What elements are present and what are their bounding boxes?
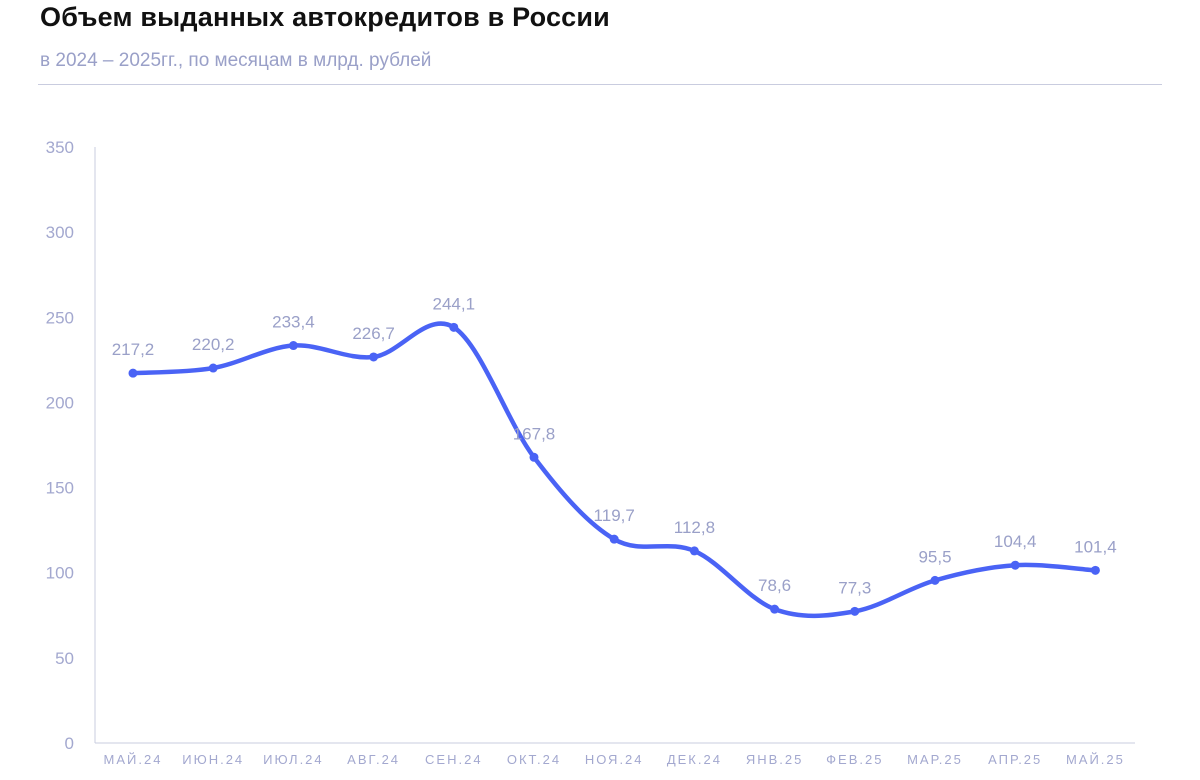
data-label: 77,3 xyxy=(838,578,871,597)
x-tick-label: МАЙ.24 xyxy=(104,752,163,767)
data-label: 226,7 xyxy=(352,324,395,343)
data-label: 112,8 xyxy=(674,518,715,537)
y-tick-label: 150 xyxy=(46,479,74,498)
y-tick-label: 300 xyxy=(46,223,74,242)
data-label: 95,5 xyxy=(918,547,951,566)
x-tick-label: НОЯ.24 xyxy=(585,752,644,767)
series-group xyxy=(128,321,1100,619)
data-point xyxy=(128,368,138,378)
x-tick-label: ОКТ.24 xyxy=(507,752,561,767)
data-labels: 217,2 220,2 233,4 226,7 244,1 167,8 119,7 112,8… xyxy=(112,294,1117,597)
y-tick-label: 100 xyxy=(46,564,74,583)
x-tick-label: МАЙ.25 xyxy=(1066,752,1125,767)
data-label: 104,4 xyxy=(994,532,1037,551)
y-axis-ticks: 0 50 100 150 200 250 300 350 xyxy=(46,138,74,753)
data-label: 78,6 xyxy=(758,576,791,595)
data-point xyxy=(1090,565,1100,575)
y-tick-label: 250 xyxy=(46,308,74,327)
x-tick-label: ИЮН.24 xyxy=(182,752,244,767)
data-label: 233,4 xyxy=(272,313,315,332)
data-label: 101,4 xyxy=(1074,537,1117,556)
data-label: 119,7 xyxy=(594,506,635,525)
data-point xyxy=(449,322,459,332)
data-point xyxy=(850,606,860,616)
chart-subtitle: в 2024 – 2025гг., по месяцам в млрд. руб… xyxy=(40,50,432,71)
data-label: 220,2 xyxy=(192,335,235,354)
x-tick-label: АВГ.24 xyxy=(347,752,400,767)
data-label: 167,8 xyxy=(513,424,556,443)
x-tick-label: СЕН.24 xyxy=(425,752,483,767)
x-tick-label: МАР.25 xyxy=(907,752,963,767)
x-tick-label: ДЕК.24 xyxy=(667,752,722,767)
data-point xyxy=(689,546,699,556)
header-divider xyxy=(38,84,1162,85)
x-tick-label: АПР.25 xyxy=(988,752,1042,767)
x-tick-label: ЯНВ.25 xyxy=(746,752,804,767)
y-tick-label: 0 xyxy=(65,734,74,753)
data-point xyxy=(930,575,940,585)
data-point xyxy=(288,341,298,351)
data-label: 244,1 xyxy=(433,294,476,313)
data-point xyxy=(609,534,619,544)
series-line xyxy=(130,321,1098,619)
data-point xyxy=(529,452,539,462)
data-label: 217,2 xyxy=(112,340,155,359)
x-tick-label: ФЕВ.25 xyxy=(826,752,883,767)
data-point xyxy=(369,352,379,362)
x-axis-ticks: МАЙ.24 ИЮН.24 ИЮЛ.24 АВГ.24 СЕН.24 ОКТ.24 НОЯ.… xyxy=(104,752,1125,767)
y-tick-label: 200 xyxy=(46,393,74,412)
chart-title: Объем выданных автокредитов в России xyxy=(40,2,610,32)
data-point xyxy=(208,363,218,373)
y-tick-label: 50 xyxy=(55,649,74,668)
y-tick-label: 350 xyxy=(46,138,74,157)
chart-axes xyxy=(94,147,1135,744)
data-point xyxy=(770,604,780,614)
x-tick-label: ИЮЛ.24 xyxy=(263,752,324,767)
data-point xyxy=(1010,560,1020,570)
